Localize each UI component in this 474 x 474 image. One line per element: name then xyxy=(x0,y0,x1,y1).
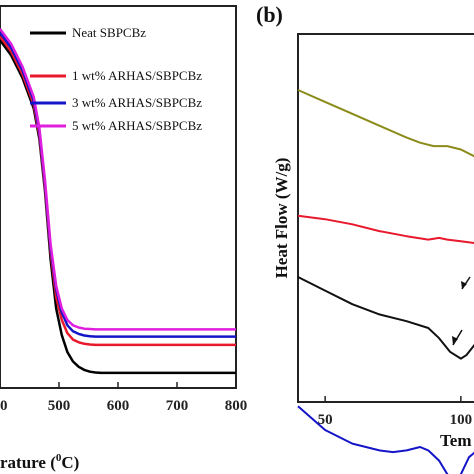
legend: Neat SBPCBz 1 wt% ARHAS/SBPCBz 3 wt% ARH… xyxy=(30,25,202,133)
arrow-black-curve-head xyxy=(461,281,467,289)
panel-a-frame xyxy=(0,5,237,389)
arrow-blue-curve-head xyxy=(452,336,458,345)
panel-b-frame xyxy=(297,33,474,403)
panel-a-tick-label: 600 xyxy=(107,398,130,414)
panel-a-tick-label: 00 xyxy=(0,398,8,414)
panel-a-x-axis-title: rature (0C) xyxy=(0,452,79,472)
panel-a-tick-label: 800 xyxy=(225,398,248,414)
panel-b-series-line-1 xyxy=(297,214,474,244)
panel-b-series-line-0 xyxy=(297,89,474,158)
panel-b-series xyxy=(297,89,474,474)
panel-b-tick-label: 50 xyxy=(318,412,333,428)
panel-a-series-line-3 xyxy=(0,28,236,331)
panel-a-series-line-0 xyxy=(0,39,236,375)
panel-b-x-ticks: 50 100 xyxy=(318,396,472,428)
panel-b-label: (b) xyxy=(256,2,283,27)
legend-label-neat: Neat SBPCBz xyxy=(72,25,146,40)
panel-b-tick-label: 100 xyxy=(450,412,473,428)
panel-b-arrows xyxy=(452,276,471,346)
panel-a-tick-label: 700 xyxy=(166,398,189,414)
panel-b-series-line-3 xyxy=(297,405,474,474)
legend-label-1wt: 1 wt% ARHAS/SBPCBz xyxy=(72,68,202,83)
panel-a-tick-label: 500 xyxy=(48,398,71,414)
legend-label-3wt: 3 wt% ARHAS/SBPCBz xyxy=(72,95,202,110)
panel-b-y-axis-title: Heat Flow (W/g) xyxy=(272,158,291,279)
panel-b-series-line-2 xyxy=(297,276,474,360)
panel-b-x-axis-title: Tem xyxy=(440,431,472,450)
panel-a-x-ticks: 00 500 600 700 800 xyxy=(0,382,247,414)
legend-label-5wt: 5 wt% ARHAS/SBPCBz xyxy=(72,118,202,133)
